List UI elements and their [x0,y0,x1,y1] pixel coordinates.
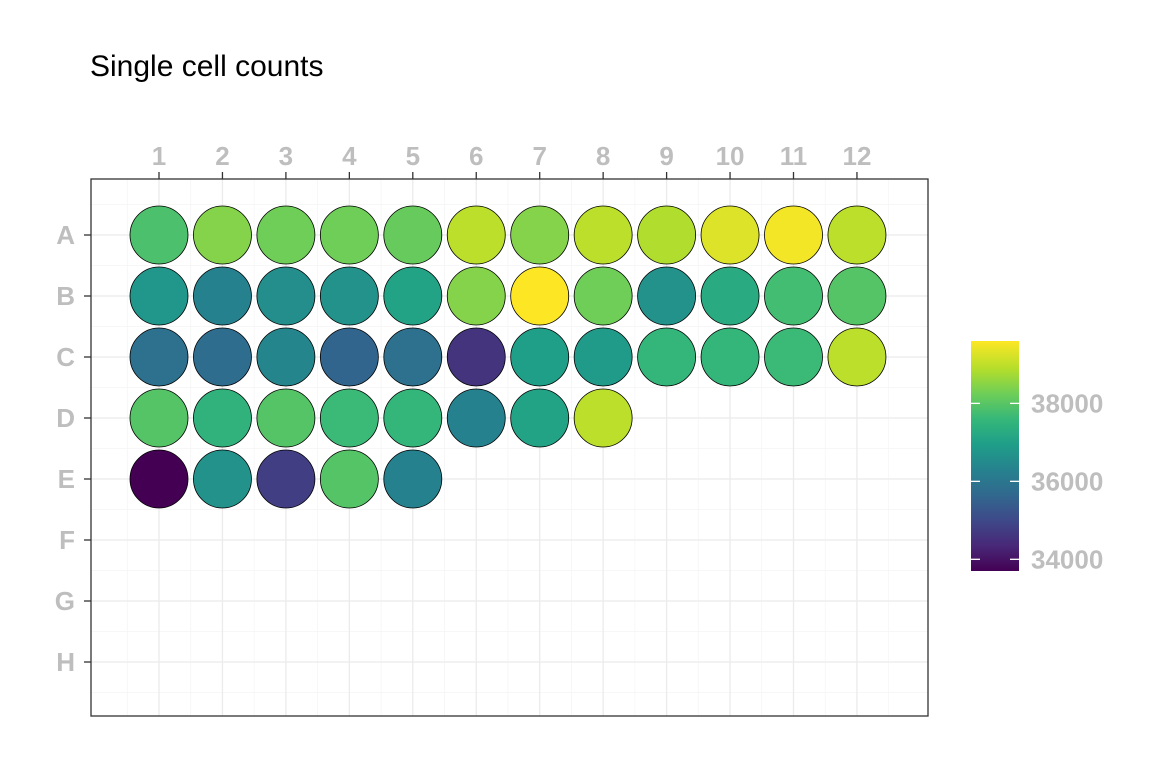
legend-label: 36000 [1031,466,1103,496]
y-tick-label: D [56,403,75,433]
well-B8 [573,266,633,326]
y-axis: A B C D E F G H [55,220,91,677]
well-C4 [319,327,379,387]
well-C1 [129,327,189,387]
legend-label: 34000 [1031,544,1103,574]
grid [91,179,928,716]
well-B11 [764,266,823,326]
well-C6 [446,327,506,387]
well-E1 [129,449,189,509]
well-B5 [383,266,443,326]
well-B7 [510,266,570,326]
well-C10 [700,327,760,387]
well-D6 [446,388,506,448]
well-A10 [700,205,760,265]
well-C9 [637,327,696,387]
well-B2 [193,266,252,326]
well-A3 [256,205,316,265]
chart-title: Single cell counts [90,50,323,83]
well-D2 [193,388,252,448]
x-tick-label: 9 [659,141,673,171]
well-C11 [764,327,823,387]
y-tick-label: H [56,647,75,677]
well-D1 [129,388,189,448]
well-E3 [256,449,316,509]
well-B12 [827,266,887,326]
well-E4 [319,449,379,509]
well-D8 [573,388,633,448]
well-A5 [383,205,443,265]
x-tick-label: 10 [716,141,745,171]
x-tick-label: 7 [532,141,546,171]
well-D3 [256,388,316,448]
x-tick-label: 11 [780,141,808,171]
y-tick-label: F [59,525,75,555]
well-A9 [637,205,696,265]
well-C7 [510,327,570,387]
x-tick-label: 3 [279,141,293,171]
y-tick-label: B [56,281,75,311]
well-A7 [510,205,570,265]
well-C2 [193,327,252,387]
well-B10 [700,266,760,326]
x-tick-label: 12 [842,141,871,171]
well-B6 [446,266,506,326]
y-tick-label: A [56,220,75,250]
well-C5 [383,327,443,387]
x-tick-label: 1 [152,141,166,171]
colorbar [971,341,1019,571]
well-A4 [319,205,379,265]
x-axis: 1 2 3 4 5 6 7 8 9 10 11 12 [152,141,871,179]
y-tick-label: C [56,342,75,372]
x-tick-label: 2 [215,141,229,171]
well-B9 [637,266,696,326]
well-C12 [827,327,887,387]
well-C8 [573,327,633,387]
well-A1 [129,205,189,265]
well-A2 [193,205,252,265]
legend-label: 38000 [1031,388,1103,418]
x-tick-label: 8 [596,141,610,171]
x-tick-label: 4 [342,141,357,171]
y-tick-label: G [55,586,75,616]
x-tick-label: 6 [469,141,483,171]
well-B1 [129,266,189,326]
wells [129,205,887,509]
well-B3 [256,266,316,326]
well-E2 [193,449,252,509]
x-tick-label: 5 [406,141,420,171]
well-E5 [383,449,443,509]
well-D5 [383,388,443,448]
panel-border [90,178,929,717]
well-D7 [510,388,570,448]
well-A12 [827,205,887,265]
well-A8 [573,205,633,265]
y-tick-label: E [58,464,75,494]
well-D4 [319,388,379,448]
well-A6 [446,205,506,265]
color-legend: 34000 36000 38000 [971,341,1103,574]
well-A11 [764,205,823,265]
well-B4 [319,266,379,326]
well-C3 [256,327,316,387]
